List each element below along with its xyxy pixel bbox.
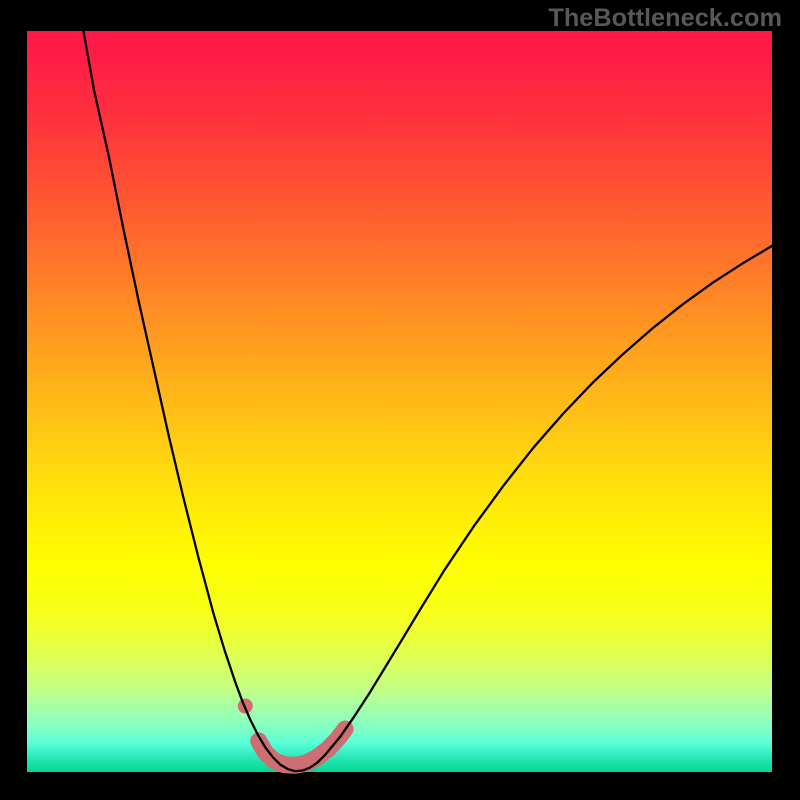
- curve-layer: [27, 31, 772, 772]
- bottleneck-curve: [82, 24, 772, 772]
- chart-container: TheBottleneck.com: [0, 0, 800, 800]
- watermark-text: TheBottleneck.com: [548, 4, 782, 33]
- plot-area: [27, 31, 772, 772]
